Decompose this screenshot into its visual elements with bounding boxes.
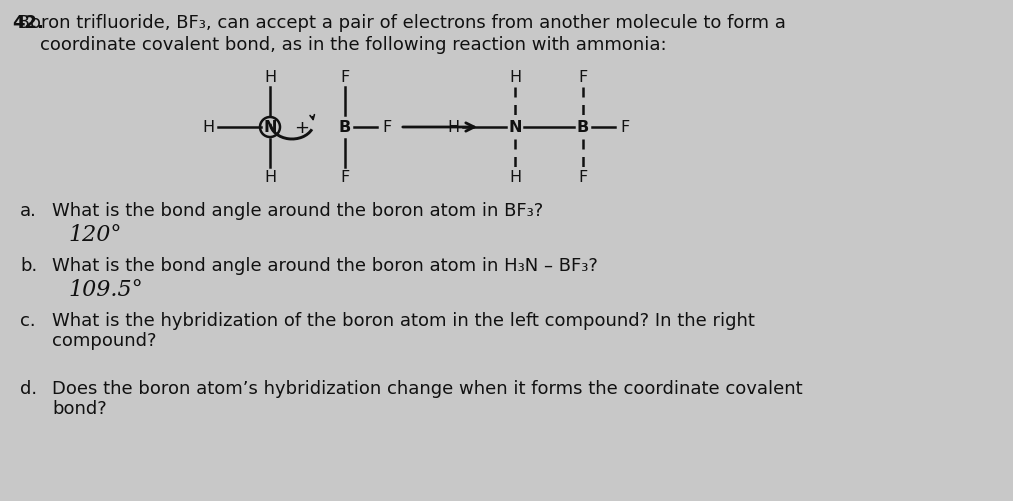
Text: What is the bond angle around the boron atom in BF₃?: What is the bond angle around the boron …	[52, 201, 543, 219]
Text: compound?: compound?	[52, 331, 156, 349]
Text: H: H	[509, 170, 521, 185]
Text: N: N	[509, 120, 522, 135]
Text: B: B	[576, 120, 590, 135]
Text: What is the bond angle around the boron atom in H₃N – BF₃?: What is the bond angle around the boron …	[52, 257, 598, 275]
Text: 109.5°: 109.5°	[68, 279, 143, 301]
Text: F: F	[340, 70, 349, 85]
Text: Boron trifluoride, BF₃, can accept a pair of electrons from another molecule to : Boron trifluoride, BF₃, can accept a pai…	[12, 14, 786, 32]
Text: d.: d.	[20, 379, 37, 397]
Text: Does the boron atom’s hybridization change when it forms the coordinate covalent: Does the boron atom’s hybridization chan…	[52, 379, 802, 397]
Text: b.: b.	[20, 257, 37, 275]
Text: H: H	[447, 120, 459, 135]
Text: N: N	[263, 120, 277, 135]
Text: coordinate covalent bond, as in the following reaction with ammonia:: coordinate covalent bond, as in the foll…	[40, 36, 667, 54]
Text: F: F	[578, 70, 588, 85]
Text: H: H	[264, 70, 277, 85]
Text: F: F	[578, 170, 588, 185]
Text: H: H	[202, 120, 214, 135]
Text: 42.: 42.	[12, 14, 44, 32]
Text: +: +	[295, 119, 310, 137]
Text: F: F	[340, 170, 349, 185]
Text: H: H	[509, 70, 521, 85]
Text: What is the hybridization of the boron atom in the left compound? In the right: What is the hybridization of the boron a…	[52, 312, 755, 329]
Text: H: H	[264, 170, 277, 185]
Text: bond?: bond?	[52, 399, 106, 417]
Text: c.: c.	[20, 312, 35, 329]
Text: F: F	[620, 120, 630, 135]
Text: B: B	[339, 120, 352, 135]
Text: a.: a.	[20, 201, 36, 219]
Text: 120°: 120°	[68, 223, 122, 245]
Text: F: F	[382, 120, 392, 135]
